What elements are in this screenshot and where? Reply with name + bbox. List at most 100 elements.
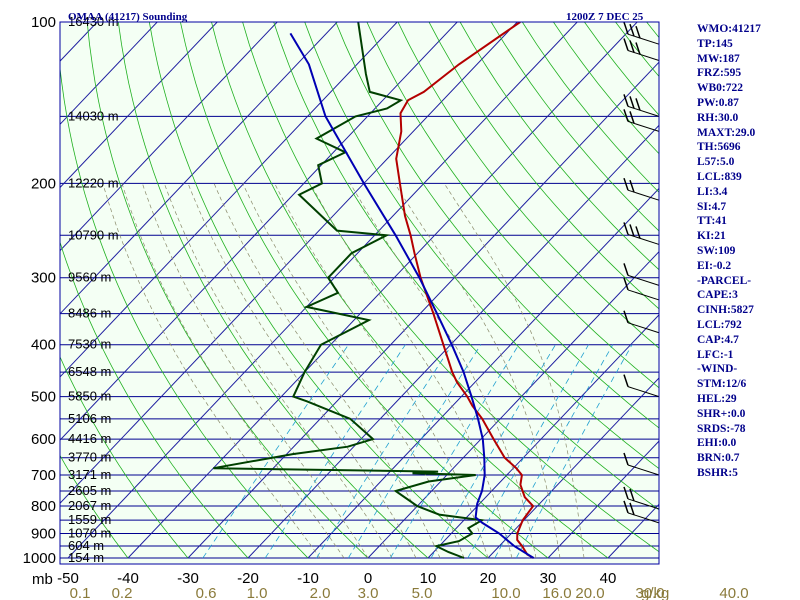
mixing-ratio-label: 1.0 [247, 585, 268, 600]
wind-barb [623, 263, 660, 286]
wind-barb-staff [627, 289, 660, 301]
dry-adiabat-line [148, 22, 489, 559]
height-label: 1559 m [68, 512, 111, 527]
height-label: 6548 m [68, 364, 111, 379]
mixing-ratio-line [467, 344, 589, 559]
pressure-tick-label: 900 [31, 525, 56, 542]
mixing-ratio-line [316, 344, 453, 559]
dry-adiabat-line [180, 22, 549, 559]
height-label: 3770 m [68, 450, 111, 465]
height-label: 3171 m [68, 467, 111, 482]
wind-barb-flag [623, 222, 629, 235]
wind-barb-flag [623, 94, 629, 107]
wind-barb [623, 374, 660, 398]
chart-subtitle: 1200Z 7 DEC 25 [566, 11, 644, 23]
wind-barb-flag [629, 179, 635, 193]
moist-adiabat-line [242, 183, 465, 559]
wind-barb [623, 94, 660, 117]
moist-adiabat-line [102, 183, 321, 559]
height-label: 7530 m [68, 337, 111, 352]
pressure-tick-label: 400 [31, 337, 56, 354]
moist-adiabat-line [443, 183, 585, 559]
mixing-ratio-line [430, 344, 556, 559]
temperature-tick-label: 10 [420, 570, 437, 587]
stat-item: LCL:792 [697, 318, 742, 331]
wind-barb-flag [623, 21, 629, 35]
wind-barb-flag [623, 109, 629, 122]
wind-barb-staff [627, 386, 660, 398]
isotherm-line [367, 250, 659, 559]
mixing-ratio-unit: g/kg [641, 585, 669, 600]
isotherm-line [487, 377, 659, 559]
chart-title: OMAA (41217) Sounding [68, 11, 188, 23]
stat-item: SHR+:0.0 [697, 407, 746, 420]
height-label: 604 m [68, 538, 104, 553]
wind-barb-flag [623, 486, 629, 500]
wind-barb-flag [635, 98, 641, 111]
wind-barb-flag [629, 111, 635, 124]
dry-adiabat-line [60, 454, 129, 559]
height-label: 154 m [68, 550, 104, 565]
height-label: 5106 m [68, 411, 111, 426]
wind-barb [623, 452, 660, 476]
dry-adiabat-line [117, 22, 429, 559]
isotherm-line [67, 22, 578, 559]
temperature-tick-label: 40 [600, 570, 617, 587]
sounding-stats-panel: WMO:41217 TP:145 MW:187 FRZ:595 WB0:722 PW:0.… [697, 22, 761, 481]
wind-barb [623, 486, 660, 510]
moist-adiabat-line [163, 183, 393, 559]
moist-adiabat-line [309, 183, 513, 559]
dry-adiabat-line [397, 22, 659, 349]
stat-item: SW:109 [697, 244, 736, 257]
wind-barb-flag [623, 452, 629, 466]
pressure-tick-label: 800 [31, 498, 56, 515]
height-label: 5850 m [68, 389, 111, 404]
wind-barb-flag [629, 23, 635, 37]
dry-adiabat-line [60, 356, 189, 559]
dry-adiabat-line [459, 22, 659, 271]
mixing-ratio-label: 2.0 [310, 585, 331, 600]
isotherm-line [60, 22, 158, 126]
stat-item: WB0:722 [697, 82, 743, 95]
wind-barb-flag [623, 38, 629, 51]
dry-adiabat-line [60, 65, 309, 559]
wind-barb [623, 38, 660, 62]
temperature-trace [395, 22, 535, 559]
stat-item: FRZ:595 [697, 67, 742, 80]
wind-barb-flag [623, 500, 629, 514]
wind-barb [623, 177, 660, 201]
wind-barb-staff [627, 322, 660, 334]
stat-item: EHI:0.0 [697, 437, 737, 450]
moist-adiabat-line [187, 183, 417, 559]
wind-barb-flag [623, 177, 629, 191]
wind-barb [623, 277, 660, 301]
dry-adiabat-line [366, 22, 659, 389]
moist-adiabat-line [121, 183, 345, 559]
height-label: 8486 m [68, 306, 111, 321]
stat-item: CAP:4.7 [697, 333, 739, 346]
stat-item: -WIND- [697, 363, 738, 376]
parcel-trace [289, 32, 535, 559]
stat-item: EI:-0.2 [697, 259, 732, 272]
dry-adiabat-line [335, 22, 659, 429]
stat-item: LFC:-1 [697, 348, 734, 361]
mixing-ratio-label: 0.1 [70, 585, 91, 600]
moist-adiabat-line [274, 183, 489, 559]
wind-barb-flag [629, 96, 635, 109]
mixing-ratio-line [515, 344, 633, 559]
stat-item: BSHR:5 [697, 466, 738, 479]
stat-item: TH:5696 [697, 141, 741, 154]
height-label: 2067 m [68, 498, 111, 513]
mixing-ratio-label: 40.0 [719, 585, 748, 600]
stat-item: KI:21 [697, 230, 726, 243]
isotherm-line [547, 440, 659, 559]
wind-barb-flag [629, 224, 635, 237]
wind-barb-staff [627, 274, 660, 286]
moist-adiabat-line [349, 183, 537, 559]
pressure-tick-label: 1000 [23, 550, 56, 567]
temperature-tick-label: -20 [237, 570, 259, 587]
plot-frame [59, 21, 660, 565]
wind-barb [623, 310, 660, 334]
wind-barb-flag [635, 226, 641, 239]
